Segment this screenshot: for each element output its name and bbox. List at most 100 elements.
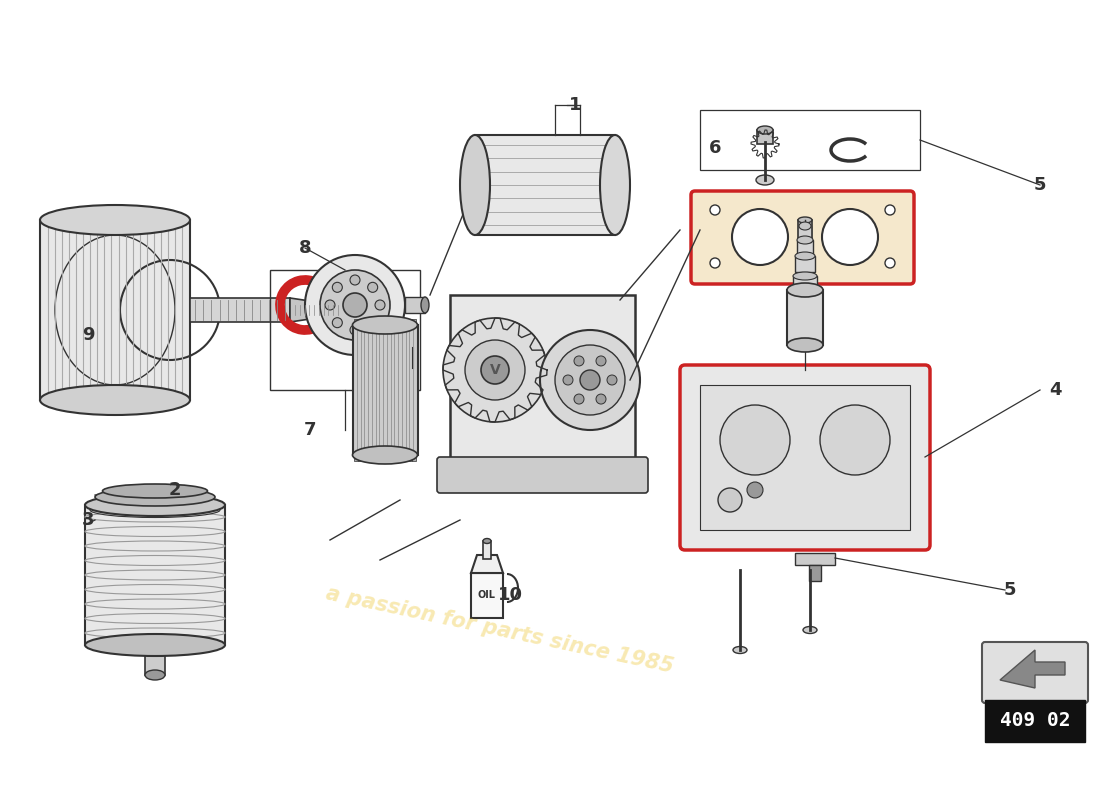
Circle shape	[718, 488, 743, 512]
Bar	[363, 454, 367, 461]
Circle shape	[606, 206, 616, 216]
Bar	[795, 256, 815, 272]
Bar	[354, 319, 358, 326]
Text: 7: 7	[304, 421, 317, 439]
Bar	[793, 276, 817, 292]
Text: 1: 1	[569, 96, 581, 114]
Circle shape	[886, 205, 895, 215]
Bar	[376, 454, 381, 461]
FancyBboxPatch shape	[680, 365, 930, 550]
Bar	[412, 319, 416, 326]
Text: 10: 10	[497, 586, 522, 604]
Ellipse shape	[733, 646, 747, 654]
Circle shape	[332, 282, 342, 292]
Circle shape	[602, 180, 612, 190]
Bar	[367, 319, 372, 326]
Bar	[398, 319, 403, 326]
Bar	[471, 573, 503, 618]
Bar	[757, 130, 773, 144]
Text: 6: 6	[708, 139, 722, 157]
Bar	[372, 319, 376, 326]
Text: a passion for parts since 1985: a passion for parts since 1985	[324, 583, 675, 677]
Bar	[398, 454, 403, 461]
Text: 5: 5	[1003, 581, 1016, 599]
Ellipse shape	[95, 488, 214, 506]
Ellipse shape	[145, 670, 165, 680]
Text: 8: 8	[299, 239, 311, 257]
Bar	[385, 454, 389, 461]
Circle shape	[481, 356, 509, 384]
Circle shape	[596, 356, 606, 366]
Circle shape	[574, 356, 584, 366]
Circle shape	[820, 405, 890, 475]
Circle shape	[710, 205, 720, 215]
Ellipse shape	[408, 366, 418, 370]
Bar	[381, 454, 385, 461]
Bar	[372, 454, 376, 461]
Bar	[403, 319, 407, 326]
Circle shape	[563, 375, 573, 385]
Circle shape	[607, 375, 617, 385]
Text: 4: 4	[1048, 381, 1062, 399]
Ellipse shape	[786, 283, 823, 297]
Ellipse shape	[483, 538, 491, 543]
Bar	[984, 700, 1085, 742]
Circle shape	[443, 318, 547, 422]
Bar	[363, 319, 367, 326]
Ellipse shape	[798, 217, 812, 223]
Text: 9: 9	[81, 326, 95, 344]
FancyBboxPatch shape	[437, 457, 648, 493]
Circle shape	[540, 330, 640, 430]
Circle shape	[710, 258, 720, 268]
Bar	[700, 110, 920, 170]
Bar	[405, 297, 425, 313]
Text: 2: 2	[168, 481, 182, 499]
Ellipse shape	[798, 236, 813, 244]
Ellipse shape	[421, 297, 429, 313]
FancyBboxPatch shape	[691, 191, 914, 284]
Ellipse shape	[102, 484, 208, 498]
Ellipse shape	[757, 126, 773, 134]
Ellipse shape	[803, 626, 817, 634]
Ellipse shape	[352, 446, 418, 464]
Circle shape	[332, 318, 342, 328]
Bar	[385, 319, 389, 326]
Bar	[798, 220, 812, 240]
FancyBboxPatch shape	[982, 642, 1088, 703]
Circle shape	[732, 209, 788, 265]
Circle shape	[886, 258, 895, 268]
Circle shape	[556, 345, 625, 415]
Ellipse shape	[793, 272, 817, 280]
Text: V: V	[490, 363, 500, 377]
Circle shape	[375, 300, 385, 310]
Bar	[795, 553, 835, 565]
Bar	[359, 319, 363, 326]
Circle shape	[618, 180, 628, 190]
Bar	[353, 325, 418, 455]
Ellipse shape	[40, 205, 190, 235]
Bar	[190, 298, 290, 322]
Bar	[450, 295, 635, 460]
Bar	[394, 454, 398, 461]
Bar	[85, 505, 226, 645]
Circle shape	[343, 293, 367, 317]
Bar	[270, 270, 420, 390]
Circle shape	[720, 405, 790, 475]
Text: 3: 3	[81, 511, 95, 529]
Circle shape	[324, 300, 336, 310]
Bar	[808, 565, 821, 581]
Circle shape	[747, 482, 763, 498]
Circle shape	[350, 325, 360, 335]
Bar	[354, 454, 358, 461]
Ellipse shape	[90, 502, 220, 518]
Bar	[412, 454, 416, 461]
Ellipse shape	[460, 135, 490, 235]
Text: 409 02: 409 02	[1000, 711, 1070, 730]
Circle shape	[320, 270, 390, 340]
Bar	[145, 653, 165, 675]
Bar	[407, 319, 411, 326]
Bar	[483, 541, 491, 559]
Bar	[798, 240, 813, 256]
Bar	[407, 454, 411, 461]
Polygon shape	[290, 298, 345, 322]
